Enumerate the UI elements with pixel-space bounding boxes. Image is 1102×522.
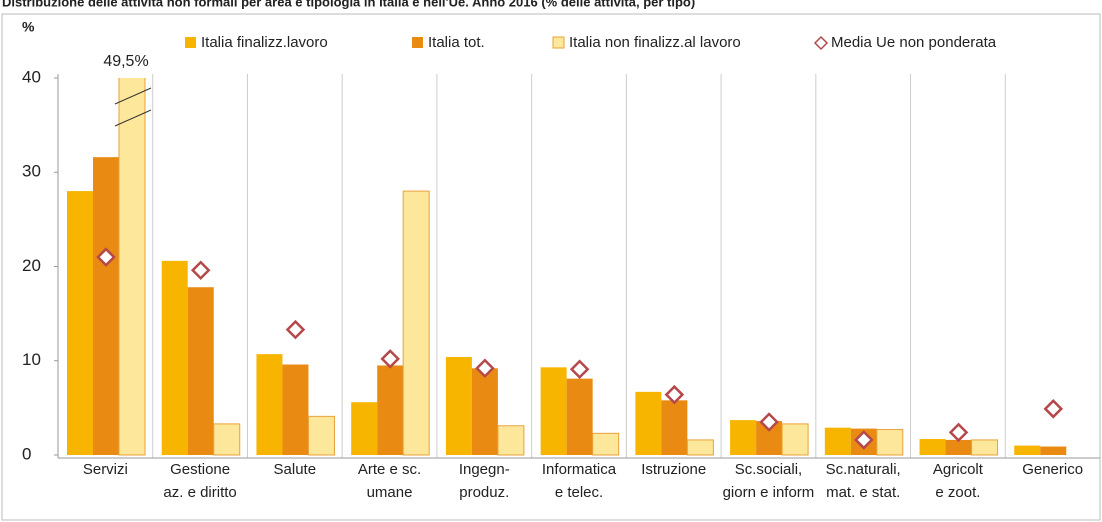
x-tick-label: Servizi: [83, 461, 128, 478]
marker-diamond: [380, 349, 400, 369]
bar: [377, 365, 404, 455]
y-axis-label: %: [22, 19, 35, 35]
bar: [67, 191, 93, 455]
bar: [686, 439, 714, 456]
x-tick-label: Sc.naturali, mat. e stat.: [826, 461, 901, 501]
bar: [592, 432, 620, 456]
x-tick-label: Informatica e telec.: [542, 461, 617, 501]
marker-diamond: [475, 358, 495, 379]
x-tick-label: Generico: [1022, 461, 1083, 478]
marker-diamond: [948, 422, 969, 443]
bar: [1040, 446, 1067, 455]
x-tick-label: Arte e sc. umane: [358, 461, 421, 501]
chart-title: Distribuzione delle attività non formali…: [2, 0, 695, 9]
marker-diamond: [190, 260, 211, 281]
x-tick-label: Istruzione: [641, 461, 706, 478]
bar: [213, 423, 241, 456]
bar: [118, 78, 146, 456]
bar: [876, 429, 904, 456]
bar: [824, 427, 851, 455]
bar: [402, 190, 430, 456]
marker-diamond: [569, 359, 590, 380]
bar: [919, 438, 946, 455]
legend-label: Media Ue non ponderata: [831, 34, 997, 51]
y-tick-label: 0: [22, 444, 31, 463]
marker-diamond: [854, 430, 874, 450]
legend-swatch: [552, 36, 565, 49]
marker-diamond: [285, 319, 306, 340]
bar: [945, 439, 972, 455]
legend-swatch: [185, 37, 196, 48]
legend-label: Italia tot.: [428, 34, 485, 51]
x-tick-label: Sc.sociali, giorn e inform: [723, 461, 815, 501]
bar: [635, 391, 662, 455]
x-tick-label: Gestione az. e diritto: [163, 461, 236, 501]
bar: [471, 368, 498, 455]
axis-break: [114, 87, 152, 105]
bar: [307, 415, 335, 456]
legend-label: Italia finalizz.lavoro: [201, 34, 328, 51]
frame: [1, 13, 1101, 521]
bar: [1014, 445, 1041, 455]
legend-label: Italia non finalizz.al lavoro: [569, 34, 741, 51]
y-tick-label: 10: [22, 350, 41, 369]
x-tick-label: Salute: [274, 461, 317, 478]
legend-swatch: [412, 37, 423, 48]
bar: [351, 402, 378, 455]
marker-diamond: [1043, 399, 1064, 419]
y-tick-label: 40: [22, 67, 41, 86]
axis-break: [114, 109, 152, 127]
bar: [93, 157, 119, 456]
y-tick-label: 20: [22, 256, 41, 275]
bar: [566, 378, 593, 455]
bar: [161, 260, 188, 455]
marker-diamond: [759, 412, 779, 432]
bar: [445, 356, 472, 455]
bar: [497, 425, 525, 456]
bar: [187, 287, 214, 455]
bar: [971, 439, 999, 456]
y-tick-label: 30: [22, 162, 41, 181]
bar: [540, 367, 567, 455]
bar: [781, 423, 809, 456]
marker-diamond: [96, 247, 116, 267]
marker-diamond: [664, 384, 685, 405]
bar: [730, 420, 757, 455]
x-tick-label: Ingegn-produz.: [459, 461, 510, 501]
legend-swatch: [813, 35, 829, 51]
value-label: 49,5%: [103, 53, 148, 70]
bar: [256, 354, 283, 455]
bar: [661, 400, 688, 455]
x-tick-label: Agricolt e zoot.: [933, 461, 984, 501]
plot: [67, 78, 1067, 456]
bar: [282, 364, 309, 455]
